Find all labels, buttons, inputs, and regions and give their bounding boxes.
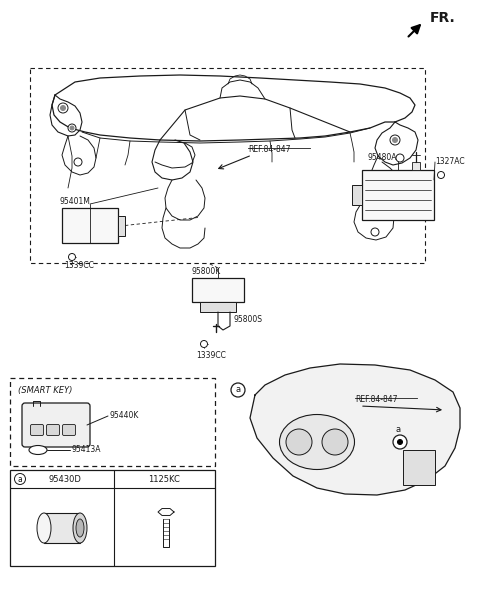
- Bar: [118, 216, 125, 236]
- Circle shape: [14, 474, 25, 485]
- Bar: [192, 278, 244, 302]
- Text: 95800K: 95800K: [192, 266, 221, 275]
- Circle shape: [393, 138, 397, 143]
- Ellipse shape: [73, 513, 87, 543]
- Bar: [62, 208, 118, 243]
- Text: a: a: [18, 474, 23, 483]
- Circle shape: [60, 105, 65, 111]
- Polygon shape: [158, 509, 174, 515]
- Text: 95440K: 95440K: [110, 411, 139, 420]
- Ellipse shape: [29, 446, 47, 455]
- Bar: [10, 470, 215, 566]
- Text: 95480A: 95480A: [367, 154, 396, 163]
- Text: 95401M: 95401M: [60, 198, 91, 206]
- Ellipse shape: [37, 513, 51, 543]
- FancyBboxPatch shape: [22, 403, 90, 447]
- Bar: [403, 450, 435, 485]
- Ellipse shape: [322, 429, 348, 455]
- Circle shape: [69, 253, 75, 261]
- FancyBboxPatch shape: [31, 425, 44, 436]
- Circle shape: [70, 126, 74, 130]
- Circle shape: [58, 103, 68, 113]
- Circle shape: [393, 435, 407, 449]
- Text: REF.84-847: REF.84-847: [355, 395, 397, 405]
- Polygon shape: [250, 364, 460, 495]
- Bar: [44, 513, 80, 543]
- FancyBboxPatch shape: [62, 425, 75, 436]
- Text: REF.84-847: REF.84-847: [248, 146, 290, 154]
- Circle shape: [396, 154, 404, 162]
- Bar: [200, 302, 236, 312]
- Circle shape: [437, 171, 444, 179]
- Circle shape: [231, 383, 245, 397]
- Circle shape: [74, 158, 82, 166]
- Text: a: a: [235, 386, 240, 395]
- Ellipse shape: [286, 429, 312, 455]
- Bar: [352, 185, 362, 205]
- Circle shape: [68, 124, 76, 132]
- Text: FR.: FR.: [430, 11, 456, 25]
- Bar: [362, 170, 434, 220]
- Text: 1125KC: 1125KC: [148, 474, 180, 483]
- Text: 1327AC: 1327AC: [435, 157, 465, 166]
- Text: a: a: [396, 425, 401, 435]
- Text: 95413A: 95413A: [72, 446, 101, 455]
- Text: (SMART KEY): (SMART KEY): [18, 386, 72, 395]
- Text: 1339CC: 1339CC: [196, 351, 226, 360]
- Circle shape: [390, 135, 400, 145]
- Circle shape: [371, 228, 379, 236]
- Circle shape: [397, 439, 403, 444]
- Circle shape: [201, 340, 207, 348]
- Text: 1339CC: 1339CC: [64, 261, 94, 269]
- Ellipse shape: [76, 519, 84, 537]
- Bar: [412, 162, 420, 170]
- FancyBboxPatch shape: [47, 425, 60, 436]
- Text: 95800S: 95800S: [233, 316, 262, 324]
- Text: 95430D: 95430D: [48, 474, 82, 483]
- Ellipse shape: [279, 414, 355, 469]
